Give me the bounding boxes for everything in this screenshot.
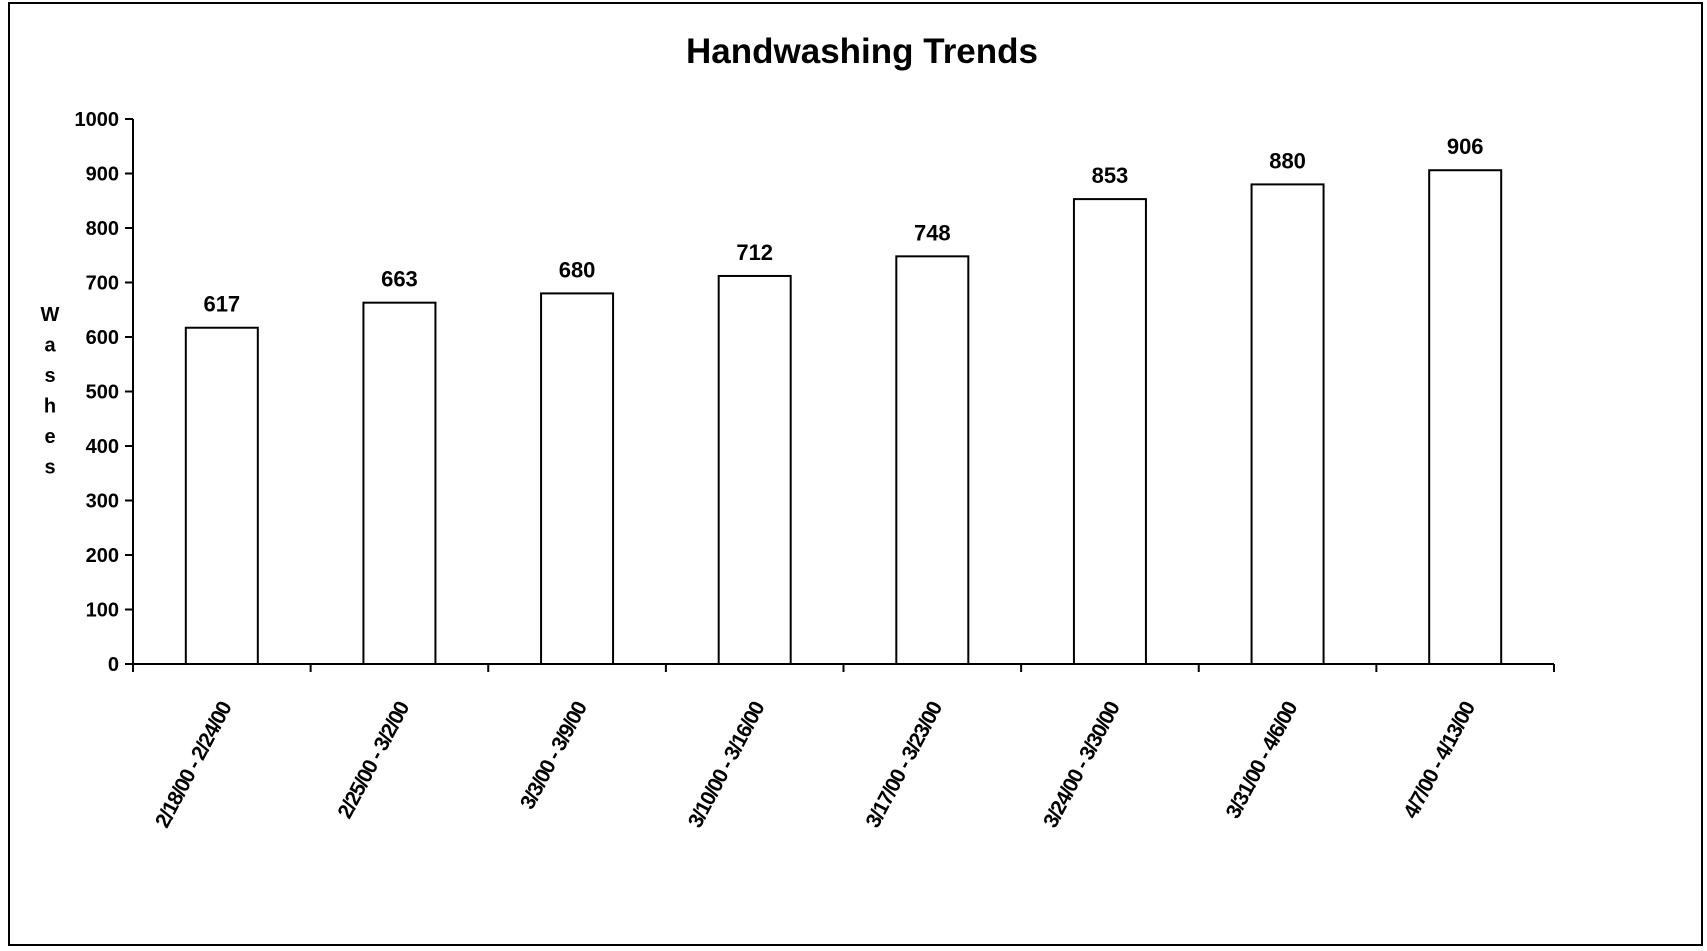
- y-tick-label: 700: [86, 273, 119, 295]
- bar: [1428, 169, 1503, 665]
- bar: [184, 326, 259, 665]
- x-tick-label: 3/24/00 - 3/30/00: [1039, 698, 1125, 831]
- bar: [1250, 183, 1325, 665]
- axes: [125, 118, 1555, 672]
- y-tick-label: 900: [86, 164, 119, 186]
- chart-title: Handwashing Trends: [686, 32, 1038, 71]
- data-label: 617: [203, 292, 240, 317]
- y-tick-label: 500: [86, 382, 119, 404]
- data-label: 680: [559, 257, 596, 282]
- x-tick-label: 3/3/00 - 3/9/00: [516, 698, 592, 813]
- y-tick-label: 600: [86, 327, 119, 349]
- y-tick-label: 300: [86, 491, 119, 513]
- x-tick-label: 4/7/00 - 4/13/00: [1399, 698, 1480, 822]
- y-axis-label-letter: s: [44, 365, 55, 387]
- bar: [895, 255, 970, 665]
- x-tick-label: 2/18/00 - 2/24/00: [151, 698, 237, 831]
- y-tick-label: 1000: [75, 109, 120, 131]
- y-tick-label: 400: [86, 436, 119, 458]
- y-tick-label: 800: [86, 218, 119, 240]
- data-label: 906: [1447, 134, 1484, 159]
- y-tick-label: 0: [108, 654, 119, 676]
- x-tick-labels: 2/18/00 - 2/24/00 2/25/00 - 3/2/00 3/3/00 …: [151, 698, 1480, 831]
- y-axis-label-letter: W: [41, 304, 60, 326]
- bars: [184, 169, 1503, 666]
- bar: [717, 274, 792, 665]
- data-label: 880: [1269, 148, 1306, 173]
- data-label: 663: [381, 267, 418, 292]
- bar: [1072, 198, 1147, 666]
- bar: [362, 301, 437, 665]
- data-label: 853: [1092, 163, 1129, 188]
- x-tick-label: 3/10/00 - 3/16/00: [684, 698, 770, 831]
- x-tick-label: 3/31/00 - 4/6/00: [1222, 698, 1303, 822]
- y-axis-label-letter: e: [44, 426, 55, 448]
- x-tick-label: 3/17/00 - 3/23/00: [861, 698, 947, 831]
- bar: [540, 292, 615, 665]
- x-tick-label: 2/25/00 - 3/2/00: [333, 698, 414, 822]
- y-tick-label: 100: [86, 600, 119, 622]
- y-axis-label-letter: s: [44, 457, 55, 479]
- y-tick-labels: 0 100 200 300 400 500 600 700 800 900 1000: [75, 109, 120, 676]
- y-axis-label-letter: h: [44, 396, 56, 418]
- data-label: 748: [914, 220, 951, 245]
- data-labels: 617 663 680 712 748 853 880 906: [203, 134, 1483, 317]
- y-tick-label: 200: [86, 545, 119, 567]
- y-axis-label-letter: a: [44, 335, 56, 357]
- data-label: 712: [736, 240, 773, 265]
